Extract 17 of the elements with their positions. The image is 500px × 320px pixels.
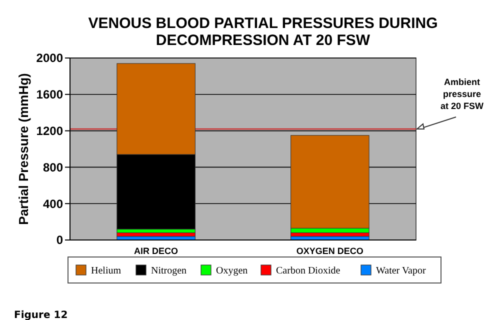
y-tick-label: 0 [56,233,64,248]
x-tick-label: AIR DECO [134,246,178,256]
chart-title: VENOUS BLOOD PARTIAL PRESSURES DURING DECOMPRESSION AT 20 FSW [88,15,438,49]
legend-label: Helium [91,266,122,276]
y-tick-label: 2000 [36,51,64,66]
legend-label: Nitrogen [151,266,187,276]
y-tick-label: 400 [42,196,64,211]
y-tick-label: 800 [42,160,64,174]
y-tick-label: 1600 [36,88,64,102]
y-axis-title: Partial Pressure (mmHg) [16,73,31,225]
legend-label: Carbon Dioxide [276,266,341,276]
legend-label: Water Vapor [376,266,426,276]
ref-line-label: Ambient pressure at 20 FSW [440,76,484,111]
caption: Figure 12 [14,310,68,320]
legend-label: Oxygen [216,266,248,276]
y-tick-label: 1200 [36,124,64,138]
x-tick-label: OXYGEN DECO [296,246,364,256]
